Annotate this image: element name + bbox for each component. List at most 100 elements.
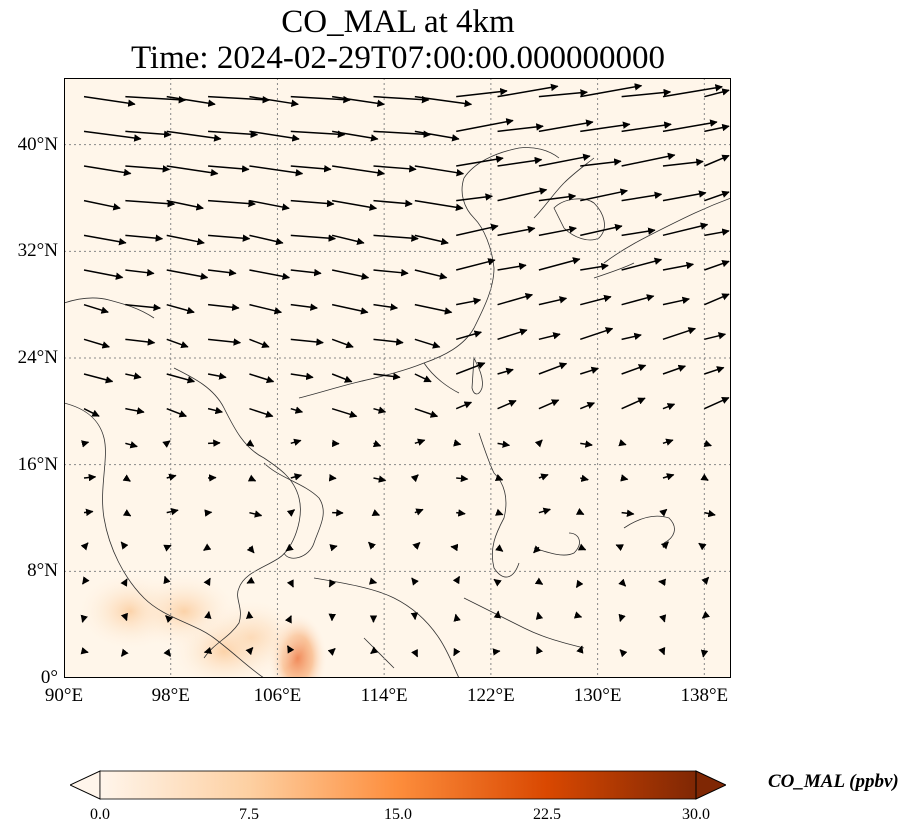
wind-arrow — [122, 509, 132, 517]
y-tick-label: 16°N — [17, 453, 58, 475]
wind-arrow — [249, 130, 300, 142]
wind-arrow — [208, 130, 259, 138]
wind-arrow — [533, 545, 542, 554]
wind-arrow — [414, 165, 465, 177]
wind-arrow — [83, 234, 127, 246]
wind-arrow — [700, 473, 709, 481]
wind-arrow — [538, 399, 560, 410]
wind-arrow — [331, 269, 370, 280]
wind-arrow — [83, 303, 109, 314]
wind-arrow — [166, 234, 205, 246]
wind-arrow — [249, 407, 274, 418]
wind-arrow — [456, 87, 508, 98]
y-tick-label: 40°N — [17, 133, 58, 155]
wind-arrow — [411, 648, 419, 658]
wind-arrow — [621, 191, 663, 202]
colorbar-extend-max — [695, 770, 726, 800]
wind-arrow — [125, 338, 156, 346]
wind-arrow — [286, 645, 295, 654]
wind-arrow — [619, 649, 628, 658]
wind-arrow — [80, 614, 88, 623]
wind-arrow — [618, 578, 627, 587]
wind-arrow — [453, 647, 461, 657]
wind-arrow — [327, 648, 336, 656]
wind-arrow — [329, 544, 338, 552]
wind-arrow — [166, 165, 219, 177]
wind-arrow — [621, 121, 672, 133]
wind-arrow — [621, 332, 642, 341]
wind-arrow — [497, 328, 528, 341]
wind-arrow — [662, 364, 687, 375]
plot-frame — [64, 78, 731, 678]
wind-arrow — [331, 373, 353, 383]
wind-arrow — [83, 508, 94, 517]
wind-arrow — [535, 611, 544, 620]
y-tick-label: 24°N — [17, 347, 58, 368]
wind-arrow — [497, 292, 534, 306]
wind-arrow — [166, 338, 189, 349]
colorbar-tick-label: 30.0 — [682, 806, 710, 823]
wind-arrow — [373, 130, 432, 138]
wind-arrow — [208, 199, 256, 208]
wind-arrow — [331, 338, 354, 349]
wind-arrow — [81, 440, 90, 448]
wind-arrow — [245, 647, 254, 656]
y-tick-label: 8°N — [27, 560, 58, 582]
wind-arrow — [662, 296, 690, 306]
wind-arrow — [662, 403, 676, 411]
wind-arrow — [81, 576, 90, 585]
colorbar-tick-label: 15.0 — [384, 806, 412, 823]
wind-arrow — [456, 193, 493, 202]
wind-arrow — [368, 541, 376, 550]
wind-arrow — [704, 228, 730, 237]
wind-arrow — [662, 327, 696, 341]
wind-arrow — [332, 130, 379, 142]
wind-arrow — [621, 88, 672, 98]
wind-arrow — [163, 575, 171, 585]
wind-arrow — [538, 153, 591, 167]
wind-arrow — [125, 303, 161, 312]
wind-arrow — [575, 508, 585, 516]
wind-arrow — [290, 199, 335, 208]
wind-arrow — [249, 510, 263, 518]
wind-arrow — [580, 440, 593, 448]
map-plot-area — [64, 78, 731, 678]
wind-arrow — [207, 406, 223, 415]
wind-arrow — [704, 509, 716, 518]
wind-arrow — [495, 508, 504, 516]
chart-subtitle-time: Time: 2024-02-29T07:00:00.000000000 — [130, 40, 666, 76]
wind-arrow — [538, 296, 568, 306]
wind-arrow — [166, 199, 204, 211]
wind-arrow — [328, 579, 337, 588]
wind-arrow — [497, 156, 543, 167]
wind-arrow — [538, 257, 581, 271]
wind-arrow — [580, 188, 628, 202]
wind-arrow — [704, 88, 730, 98]
wind-arrow — [455, 361, 486, 375]
wind-arrow — [373, 372, 401, 381]
wind-arrow — [290, 473, 303, 481]
wind-arrow — [538, 89, 588, 98]
colorbar-extend-min — [70, 770, 101, 800]
wind-arrow — [538, 507, 551, 515]
wind-arrow — [497, 367, 514, 375]
wind-arrow — [120, 578, 128, 587]
y-tick-label: 0° — [40, 667, 58, 688]
wind-arrow — [120, 541, 129, 550]
wind-arrow — [580, 158, 622, 167]
wind-arrow — [701, 611, 711, 619]
wind-arrow — [166, 407, 187, 418]
wind-arrow — [580, 474, 589, 482]
wind-vectors — [80, 83, 730, 658]
wind-arrow — [414, 338, 441, 349]
wind-arrow — [207, 372, 227, 380]
wind-arrow — [80, 647, 89, 655]
wind-arrow — [456, 474, 469, 483]
wind-arrow — [456, 258, 496, 271]
x-tick-label: 90°E — [44, 685, 84, 706]
wind-arrow — [163, 544, 172, 552]
wind-arrow — [249, 303, 283, 315]
wind-arrow — [660, 541, 669, 550]
wind-arrow — [704, 260, 730, 271]
wind-arrow — [618, 439, 627, 447]
